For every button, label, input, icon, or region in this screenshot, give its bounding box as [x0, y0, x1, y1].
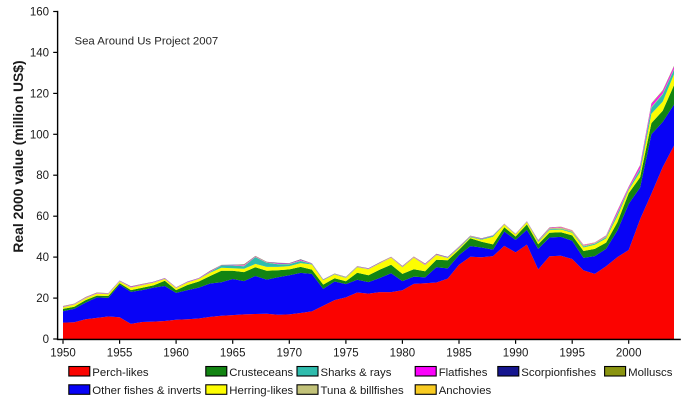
svg-text:80: 80: [36, 170, 49, 182]
svg-text:Perch-likes: Perch-likes: [92, 367, 149, 379]
svg-text:Crusteceans: Crusteceans: [229, 367, 293, 379]
svg-text:1960: 1960: [163, 347, 189, 359]
svg-text:Tuna & billfishes: Tuna & billfishes: [321, 385, 404, 397]
svg-text:2000: 2000: [616, 347, 642, 359]
svg-text:1995: 1995: [559, 347, 585, 359]
svg-text:160: 160: [30, 7, 49, 19]
svg-text:1970: 1970: [277, 347, 303, 359]
svg-text:1980: 1980: [390, 347, 416, 359]
svg-text:Flatfishes: Flatfishes: [439, 367, 488, 379]
svg-text:Anchovies: Anchovies: [439, 385, 492, 397]
svg-text:1965: 1965: [220, 347, 246, 359]
svg-text:20: 20: [36, 293, 49, 305]
svg-text:1950: 1950: [50, 347, 76, 359]
svg-text:Scorpionfishes: Scorpionfishes: [521, 367, 596, 379]
svg-text:1990: 1990: [503, 347, 529, 359]
svg-text:Other fishes & inverts: Other fishes & inverts: [92, 385, 201, 397]
svg-text:60: 60: [36, 211, 49, 223]
svg-text:120: 120: [30, 88, 49, 100]
svg-text:Sea Around Us Project 2007: Sea Around Us Project 2007: [75, 36, 219, 48]
svg-text:0: 0: [43, 334, 49, 346]
svg-text:Molluscs: Molluscs: [628, 367, 673, 379]
svg-text:1985: 1985: [446, 347, 472, 359]
svg-text:1955: 1955: [107, 347, 133, 359]
svg-text:Herring-likes: Herring-likes: [229, 385, 293, 397]
svg-text:140: 140: [30, 47, 49, 59]
svg-text:40: 40: [36, 252, 49, 264]
svg-text:Sharks & rays: Sharks & rays: [321, 367, 392, 379]
svg-text:100: 100: [30, 129, 49, 141]
svg-text:1975: 1975: [333, 347, 359, 359]
svg-text:Real 2000 value (million US$): Real 2000 value (million US$): [10, 60, 26, 252]
